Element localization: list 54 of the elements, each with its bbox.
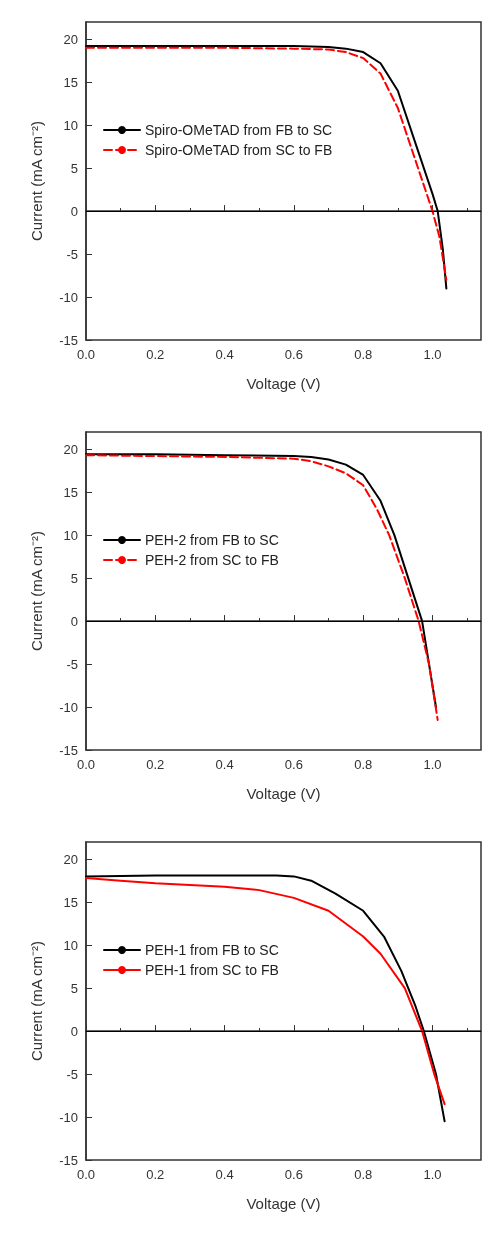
x-tick-label: 0.0	[76, 1167, 96, 1182]
y-tick-label: -5	[66, 246, 78, 262]
y-tick-label: 15	[63, 74, 78, 90]
x-tick-label: 0.0	[76, 347, 96, 362]
x-tick-label: 0.8	[354, 757, 373, 772]
y-tick-label: 0	[70, 203, 78, 219]
x-tick-label: 0.4	[215, 757, 234, 772]
y-tick-label: 15	[63, 894, 78, 910]
y-tick-label: -10	[59, 699, 78, 715]
legend-label: Spiro-OMeTAD from FB to SC	[145, 122, 333, 138]
x-tick-label: 1.0	[423, 1167, 442, 1182]
y-tick-label: 10	[63, 527, 78, 543]
x-tick-label: 0.2	[146, 1167, 165, 1182]
x-tick-label: 0.4	[215, 1167, 234, 1182]
y-axis-title: Current (mA cm⁻²)	[28, 940, 45, 1062]
legend-label: PEH-2 from FB to SC	[145, 532, 279, 548]
x-axis-title: Voltage (V)	[246, 1195, 321, 1212]
y-tick-label: -10	[59, 289, 78, 305]
y-tick-label: 10	[63, 937, 78, 953]
x-tick-label: 0.6	[284, 757, 303, 772]
x-tick-label: 0.0	[76, 757, 96, 772]
y-axis-title: Current (mA cm⁻²)	[28, 530, 45, 652]
x-tick-label: 0.2	[146, 347, 165, 362]
x-tick-label: 0.6	[284, 1167, 303, 1182]
y-tick-label: -15	[59, 742, 78, 758]
x-tick-label: 1.0	[423, 757, 442, 772]
y-tick-label: -15	[59, 1152, 78, 1168]
y-tick-label: -10	[59, 1109, 78, 1125]
x-tick-label: 0.6	[284, 347, 303, 362]
legend-label: PEH-1 from SC to FB	[145, 962, 279, 978]
y-tick-label: 20	[63, 851, 78, 867]
y-tick-label: 10	[63, 117, 78, 133]
legend-label: Spiro-OMeTAD from SC to FB	[145, 142, 333, 158]
y-axis-title: Current (mA cm⁻²)	[28, 120, 45, 242]
x-tick-label: 0.8	[354, 1167, 373, 1182]
y-tick-label: 20	[63, 31, 78, 47]
legend-label: PEH-2 from SC to FB	[145, 552, 279, 568]
y-tick-label: 5	[70, 980, 78, 996]
y-tick-label: 20	[63, 441, 78, 457]
legend-label: PEH-1 from FB to SC	[145, 942, 279, 958]
y-tick-label: 0	[70, 613, 78, 629]
y-tick-label: 0	[70, 1023, 78, 1039]
y-tick-label: -5	[66, 1066, 78, 1082]
x-axis-title: Voltage (V)	[246, 375, 321, 392]
x-tick-label: 0.2	[146, 757, 165, 772]
y-tick-label: -15	[59, 332, 78, 348]
y-tick-label: -5	[66, 656, 78, 672]
x-tick-label: 1.0	[423, 347, 442, 362]
x-tick-label: 0.4	[215, 347, 234, 362]
x-tick-label: 0.8	[354, 347, 373, 362]
y-tick-label: 5	[70, 570, 78, 586]
y-tick-label: 15	[63, 484, 78, 500]
y-tick-label: 5	[70, 160, 78, 176]
x-axis-title: Voltage (V)	[246, 785, 321, 802]
